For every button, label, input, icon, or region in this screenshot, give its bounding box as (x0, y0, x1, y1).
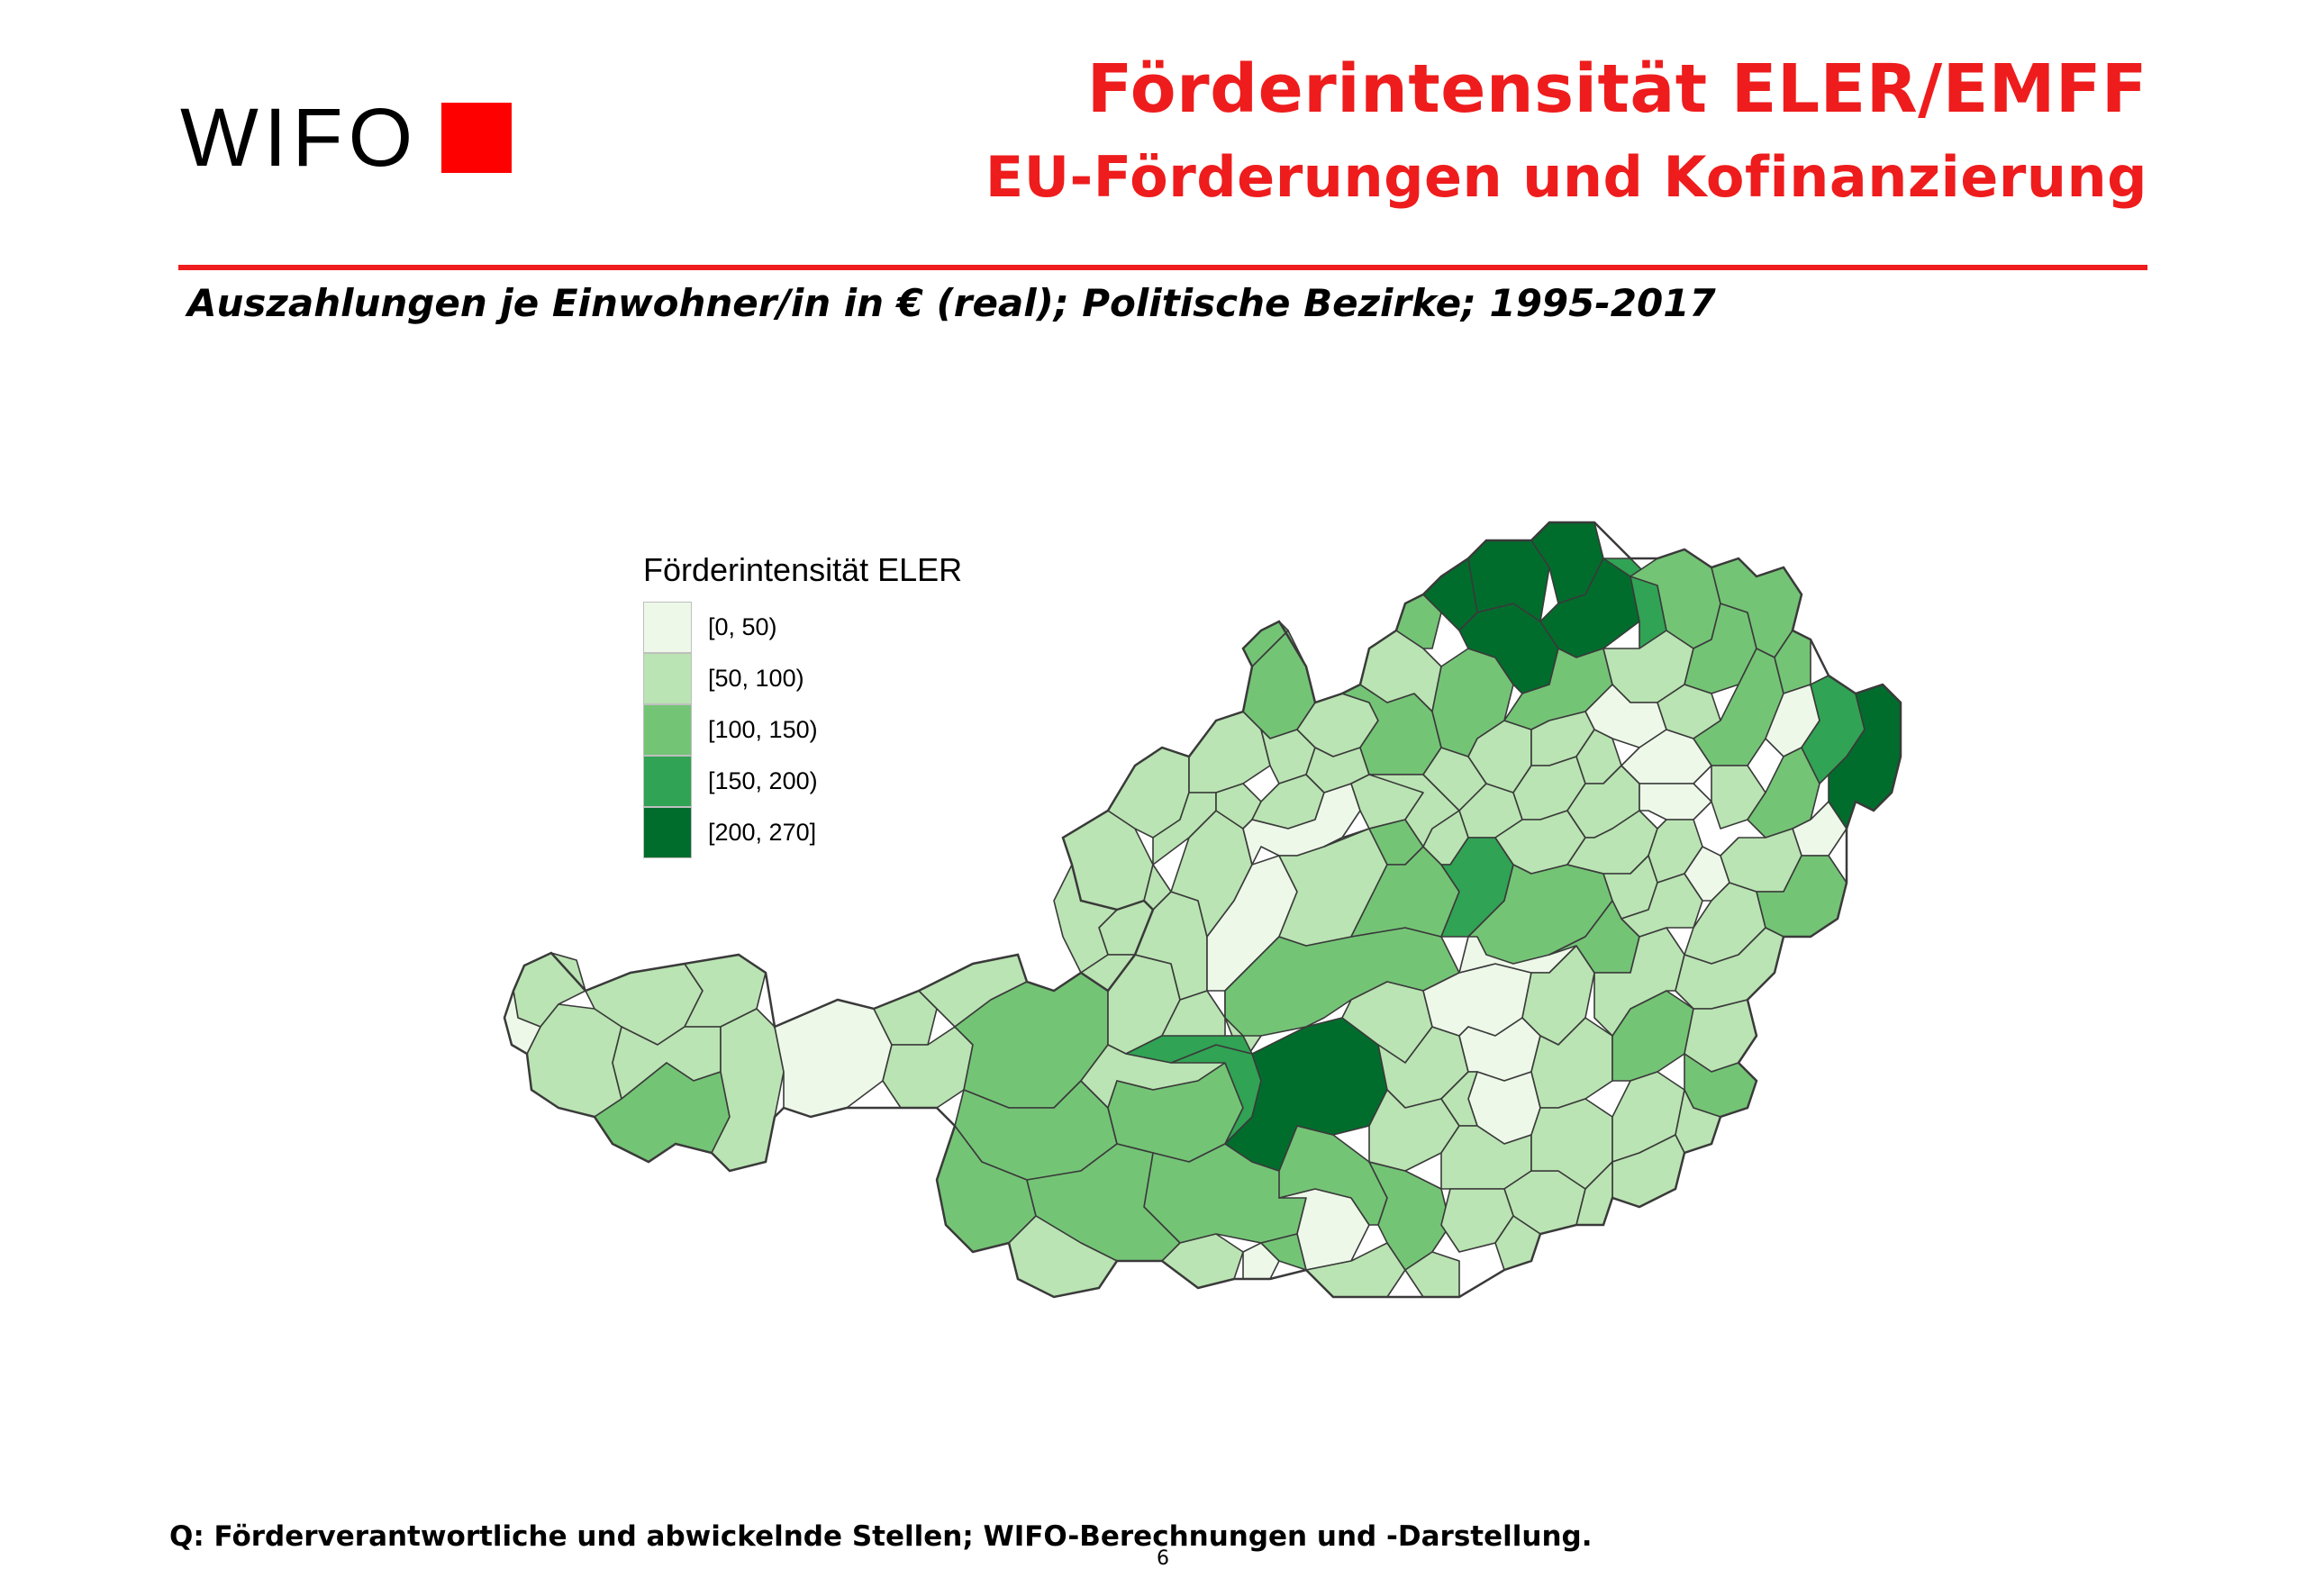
district-region (774, 999, 893, 1118)
legend-swatch (643, 602, 692, 653)
legend-label: [150, 200) (708, 767, 818, 794)
map-subtitle: Auszahlungen je Einwohner/in in € (real)… (187, 281, 1716, 325)
page-number: 6 (1157, 1547, 1169, 1570)
wifo-logo: WIFO (180, 92, 513, 184)
legend-item: [100, 150) (643, 704, 962, 756)
legend-swatch (643, 807, 692, 858)
district-region (1774, 630, 1811, 694)
district-region (1125, 1035, 1253, 1064)
legend-item: [200, 270] (643, 807, 962, 858)
legend-swatch (643, 653, 692, 704)
legend-label: [100, 150) (708, 716, 818, 743)
legend-label: [0, 50) (708, 613, 777, 640)
legend-item: [50, 100) (643, 653, 962, 704)
source-note: Q: Förderverantwortliche und abwickelnde… (169, 1520, 1593, 1553)
legend-item: [150, 200) (643, 756, 962, 807)
page-title: Förderintensität ELER/EMFF (1086, 50, 2147, 128)
title-divider (178, 265, 2147, 270)
legend-label: [50, 100) (708, 665, 804, 692)
logo-red-square (441, 103, 513, 173)
legend-label: [200, 270] (708, 819, 817, 846)
district-region (1530, 1017, 1613, 1109)
legend-swatch (643, 704, 692, 756)
district-region (1278, 1125, 1388, 1226)
map-legend: Förderintensität ELER [0, 50) [50, 100) [1… (643, 551, 962, 858)
map-outline (503, 521, 1902, 1299)
legend-item: [0, 50) (643, 602, 962, 653)
page-subtitle: EU-Förderungen und Kofinanzierung (985, 144, 2147, 210)
district-region (1639, 783, 1712, 821)
logo-text: WIFO (180, 92, 419, 184)
legend-swatch (643, 756, 692, 807)
legend-title: Förderintensität ELER (643, 551, 963, 588)
district-region (1152, 792, 1217, 866)
district-region (1404, 1251, 1460, 1298)
district-region (1539, 558, 1640, 658)
